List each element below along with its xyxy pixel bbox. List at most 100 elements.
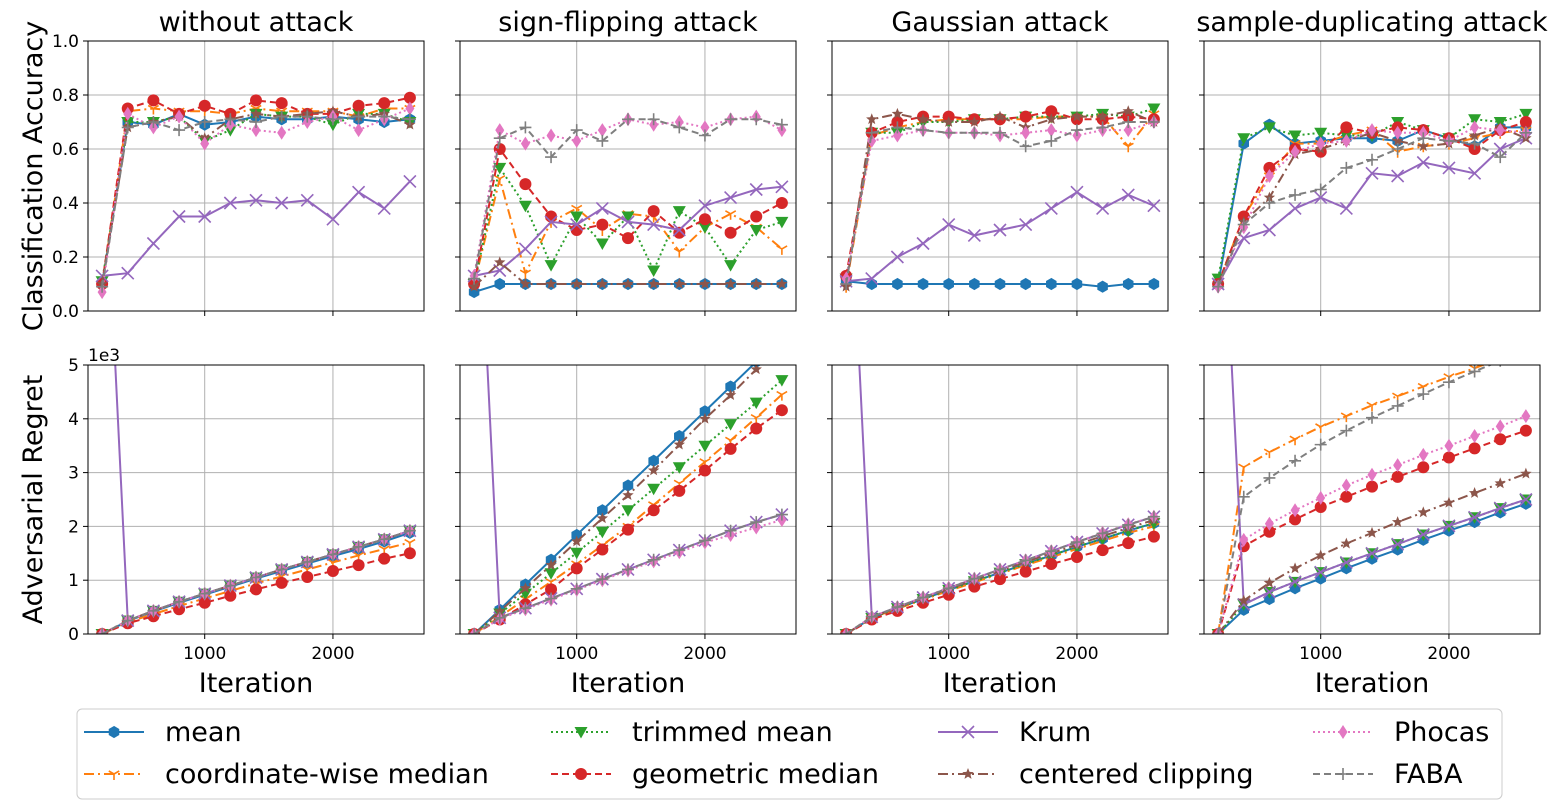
data-point-krum: [1391, 537, 1405, 551]
data-point-trimmed-mean: [621, 505, 635, 517]
data-point-geometric-median: [647, 504, 660, 517]
data-point-trimmed-mean: [595, 238, 609, 250]
data-point-krum: [967, 228, 981, 242]
gridlines: [832, 364, 1168, 635]
data-point-krum: [1314, 191, 1328, 205]
data-point-faba: [1520, 344, 1532, 356]
data-point-faba: [173, 595, 186, 608]
legend-label-coordinate-wise-median: coordinate-wise median: [165, 759, 489, 790]
data-point-faba: [750, 113, 763, 126]
y-tick-label: 1: [68, 571, 79, 591]
data-point-faba: [1122, 518, 1135, 531]
data-point-krum: [942, 218, 956, 232]
data-point-mean: [1020, 277, 1031, 291]
data-point-krum: [1262, 223, 1276, 237]
legend-box: [76, 708, 1503, 800]
data-point-centered-clipping: [1417, 140, 1429, 152]
data-point-faba: [698, 534, 711, 547]
data-point-faba: [840, 628, 853, 634]
data-point-faba: [96, 628, 109, 634]
data-point-krum: [326, 212, 340, 226]
data-point-centered-clipping: [1122, 105, 1134, 117]
data-point-geometric-median: [1442, 451, 1455, 464]
legend-entry-faba: FABA: [1313, 759, 1463, 790]
data-point-faba: [570, 124, 583, 137]
data-point-faba: [1096, 527, 1109, 540]
data-point-krum: [1044, 201, 1058, 215]
data-point-krum: [698, 199, 712, 213]
series-group: [95, 365, 417, 634]
data-point-faba: [519, 121, 532, 134]
data-point-faba: [250, 571, 262, 584]
data-point-krum: [1339, 201, 1353, 215]
data-point-faba: [1263, 471, 1276, 484]
axes-frame: [87, 364, 425, 635]
y-axis-label-regret: Adversarial Regret: [18, 375, 49, 625]
data-point-faba: [1212, 628, 1225, 634]
data-point-krum: [146, 236, 160, 251]
legend-marker-mean: [108, 725, 120, 739]
data-point-faba: [698, 129, 711, 142]
data-point-centered-clipping: [1417, 506, 1429, 518]
data-point-faba: [1147, 116, 1160, 128]
series-group: [1211, 108, 1533, 294]
data-point-mean: [1071, 277, 1083, 291]
data-point-geometric-median: [301, 570, 314, 583]
data-point-faba: [994, 126, 1006, 139]
regret-panel-without-attack: 0 1 2 3 4 5 1000 2000 Iteration Adversarial Regre…: [18, 346, 425, 699]
data-point-geometric-median: [173, 603, 186, 616]
series-line-krum: [102, 180, 411, 277]
legend-marker-krum: [961, 725, 975, 739]
data-point-geometric-median: [775, 197, 788, 209]
data-point-krum: [1365, 546, 1379, 560]
data-point-faba: [403, 113, 416, 126]
data-point-geometric-median: [596, 218, 609, 231]
data-point-faba: [968, 126, 981, 139]
data-point-mean: [892, 277, 903, 291]
data-point-faba: [224, 579, 237, 592]
data-point-faba: [545, 151, 558, 164]
data-point-geometric-median: [673, 484, 686, 497]
axes-frame: [831, 364, 1169, 635]
series-group: [1211, 90, 1533, 634]
data-point-geometric-median: [326, 565, 339, 578]
data-point-phocas: [174, 109, 184, 124]
data-point-faba: [173, 124, 186, 137]
data-point-centered-clipping: [1520, 467, 1532, 479]
data-point-geometric-median: [1519, 424, 1532, 437]
data-point-faba: [750, 516, 763, 529]
data-point-centered-clipping: [994, 110, 1006, 122]
data-point-faba: [865, 126, 878, 139]
data-point-krum: [749, 182, 763, 197]
data-point-phocas: [251, 123, 261, 138]
data-point-coordinate-wise-median: [1495, 356, 1505, 365]
y-tick-label: 1.0: [52, 32, 79, 52]
data-point-krum: [1121, 188, 1135, 202]
legend-marker-geometric-median: [575, 768, 587, 780]
axes-frame: [87, 40, 425, 312]
data-point-krum: [172, 209, 186, 224]
data-point-faba: [1442, 134, 1455, 147]
data-point-centered-clipping: [596, 278, 609, 289]
data-point-coordinate-wise-median: [1340, 412, 1352, 423]
y-tick-label: 5: [68, 356, 79, 376]
data-point-trimmed-mean: [621, 211, 635, 223]
data-point-faba: [865, 610, 878, 623]
legend-label-trimmed-mean: trimmed mean: [632, 717, 833, 748]
data-point-phocas: [892, 128, 902, 143]
data-point-krum: [621, 215, 635, 229]
data-point-krum: [1212, 90, 1224, 102]
data-point-krum: [275, 196, 289, 210]
data-point-geometric-median: [570, 562, 583, 575]
data-point-mean: [917, 277, 929, 291]
y-tick-label: 0.0: [52, 302, 79, 322]
data-point-coordinate-wise-median: [673, 247, 685, 258]
data-point-krum: [1416, 155, 1430, 170]
data-point-faba: [468, 272, 481, 285]
data-point-faba: [1019, 140, 1032, 153]
data-point-geometric-median: [147, 94, 160, 107]
data-point-centered-clipping: [673, 438, 685, 450]
x-tick-label: 1000: [555, 644, 598, 664]
data-point-faba: [1289, 188, 1302, 201]
